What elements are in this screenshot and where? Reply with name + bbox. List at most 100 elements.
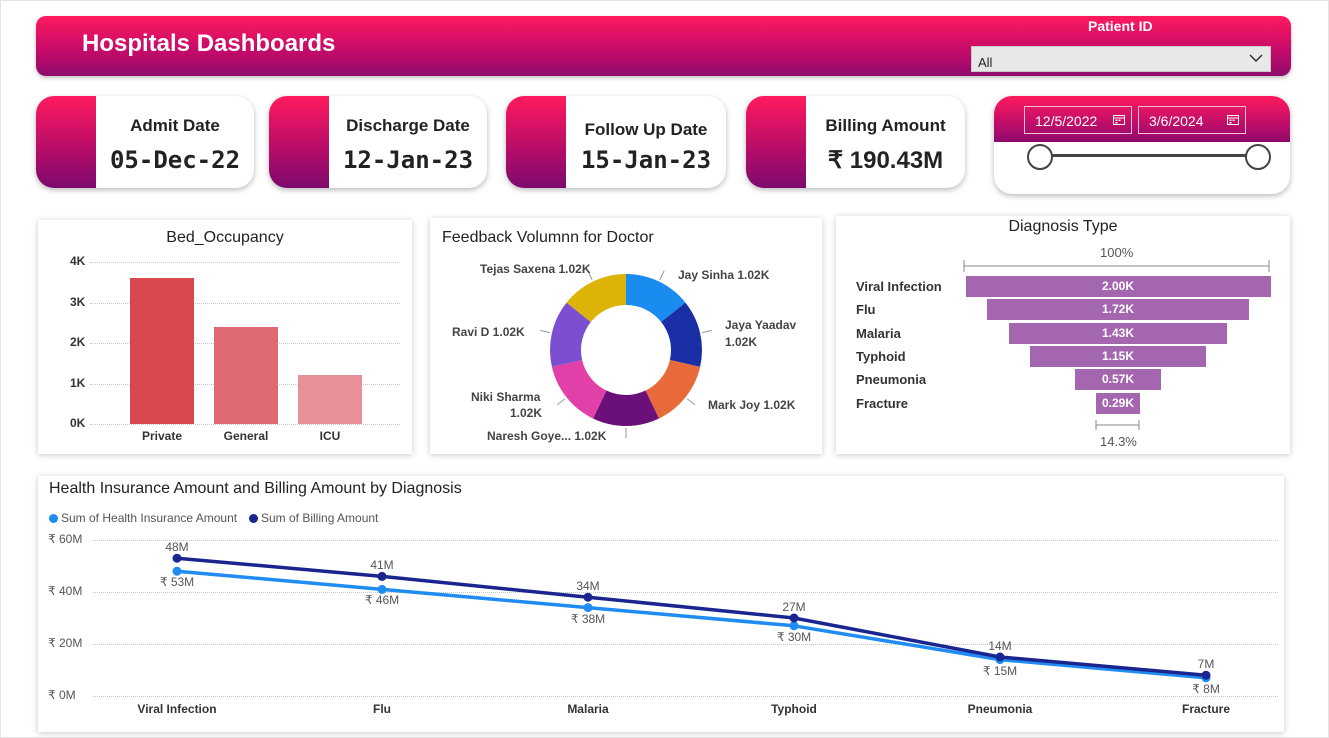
funnel-bar: 0.29K <box>1095 392 1141 414</box>
header-banner: Hospitals Dashboards Patient ID All <box>36 16 1291 76</box>
donut-leader-line <box>659 270 665 280</box>
x-category-label: Pneumonia <box>967 702 1033 716</box>
funnel-top-percent: 100% <box>1100 245 1134 260</box>
funnel-bottom-percent: 14.3% <box>1100 434 1137 449</box>
funnel-category-label: Pneumonia <box>856 372 927 388</box>
bar-icu <box>298 375 362 424</box>
funnel-bar: 0.57K <box>1074 369 1162 391</box>
y-tick-label: 0K <box>70 416 86 430</box>
card-label: Billing Amount <box>825 116 946 135</box>
y-tick-label: 4K <box>70 254 86 268</box>
data-label-insurance: 48M <box>165 540 189 555</box>
card-accent <box>269 96 329 188</box>
funnel-category-label: Flu <box>856 302 876 318</box>
date-range-header <box>994 96 1290 142</box>
x-category-label: Viral Infection <box>137 702 217 716</box>
calendar-icon[interactable] <box>1227 114 1239 125</box>
series-point <box>583 603 593 613</box>
gridline <box>90 424 400 425</box>
start-date-value: 12/5/2022 <box>1035 113 1098 129</box>
patient-id-value: All <box>978 55 993 70</box>
billing-amount-card: Billing Amount ₹ 190.43M <box>746 96 965 188</box>
series-line <box>176 556 1207 677</box>
end-date-value: 3/6/2024 <box>1149 113 1204 129</box>
y-tick-label: ₹ 40M <box>48 584 83 598</box>
donut-leader-line <box>701 329 712 334</box>
admit-date-card: Admit Date 05-Dec-22 <box>36 96 254 188</box>
series-point <box>789 621 799 631</box>
donut-leader-line <box>556 398 566 406</box>
donut-leader-line <box>540 329 551 334</box>
patient-id-dropdown[interactable]: All <box>971 46 1271 72</box>
card-accent <box>746 96 806 188</box>
donut-label: Jay Sinha 1.02K <box>678 268 770 282</box>
page-title: Hospitals Dashboards <box>82 30 336 57</box>
follow-up-date-card: Follow Up Date 15-Jan-23 <box>506 96 726 188</box>
donut-label: 1.02K <box>725 335 758 349</box>
x-category-label: Flu <box>373 702 391 716</box>
donut-slice <box>566 274 626 322</box>
gridline <box>93 592 1278 593</box>
date-slider-start-handle[interactable] <box>1027 144 1053 170</box>
card-label: Admit Date <box>130 116 220 135</box>
series-point <box>583 592 593 602</box>
funnel-bar: 1.72K <box>986 299 1250 321</box>
donut-slice <box>550 302 591 367</box>
series-point <box>995 652 1005 662</box>
funnel-category-label: Fracture <box>856 395 909 411</box>
data-label-insurance: 7M <box>1197 657 1215 672</box>
funnel-bar: 1.15K <box>1030 345 1206 367</box>
card-value: 15-Jan-23 <box>580 146 712 174</box>
series-point <box>1201 670 1211 680</box>
funnel-category-label: Malaria <box>856 325 901 341</box>
series-point <box>172 553 182 563</box>
card-value: ₹ 190.43M <box>827 147 944 174</box>
date-slider-end-handle[interactable] <box>1245 144 1271 170</box>
series-point <box>377 571 387 581</box>
funnel-category-label: Viral Infection <box>856 279 942 294</box>
calendar-icon[interactable] <box>1113 114 1125 125</box>
bar-general <box>214 326 278 424</box>
donut-slice <box>593 390 659 426</box>
patient-id-label: Patient ID <box>1088 18 1153 34</box>
feedback-donut-chart <box>540 270 712 438</box>
legend-health-insurance[interactable]: Sum of Health Insurance Amount <box>49 511 237 525</box>
legend-label: Sum of Health Insurance Amount <box>61 511 238 525</box>
card-value: 12-Jan-23 <box>342 146 474 174</box>
card-accent <box>506 96 566 188</box>
chevron-down-icon <box>1249 54 1263 63</box>
series-point <box>377 584 387 594</box>
series-line <box>176 569 1207 680</box>
y-tick-label: 1K <box>70 375 86 390</box>
card-label: Discharge Date <box>346 116 470 135</box>
date-slider-track[interactable] <box>1040 154 1258 157</box>
start-date-input[interactable]: 12/5/2022 <box>1024 106 1132 134</box>
x-category-label: Fracture <box>1181 702 1231 716</box>
y-tick-label: ₹ 0M <box>48 688 76 702</box>
x-category-label: Malaria <box>567 702 609 716</box>
x-tick-label: General <box>223 429 269 443</box>
diagnosis-title: Diagnosis Type <box>1008 218 1118 235</box>
donut-leader-line <box>686 398 696 406</box>
data-label-insurance: 34M <box>576 579 600 594</box>
end-date-input[interactable]: 3/6/2024 <box>1138 106 1246 134</box>
gridline <box>90 302 400 304</box>
legend-dot <box>249 514 258 523</box>
discharge-date-card: Discharge Date 12-Jan-23 <box>269 96 487 188</box>
legend-billing[interactable]: Sum of Billing Amount <box>249 511 378 525</box>
card-value: 05-Dec-22 <box>109 146 241 174</box>
diagnosis-panel: Diagnosis Type 100% 14.3% Viral Infectio… <box>836 216 1290 454</box>
data-label-billing: ₹ 8M <box>1192 681 1220 696</box>
gridline <box>93 644 1278 645</box>
bar-private <box>130 278 194 424</box>
feedback-title: Feedback Volumnn for Doctor <box>442 229 654 246</box>
data-label-billing: ₹ 38M <box>570 611 606 626</box>
donut-slice <box>551 360 607 419</box>
gridline <box>93 540 1278 541</box>
y-tick-label: ₹ 60M <box>48 532 83 546</box>
donut-slice <box>645 360 701 419</box>
data-label-insurance: 27M <box>782 600 806 614</box>
insurance-billing-title: Health Insurance Amount and Billing Amou… <box>49 480 462 497</box>
funnel-bottom-bracket <box>1095 420 1140 430</box>
data-label-billing: ₹ 30M <box>776 629 812 644</box>
